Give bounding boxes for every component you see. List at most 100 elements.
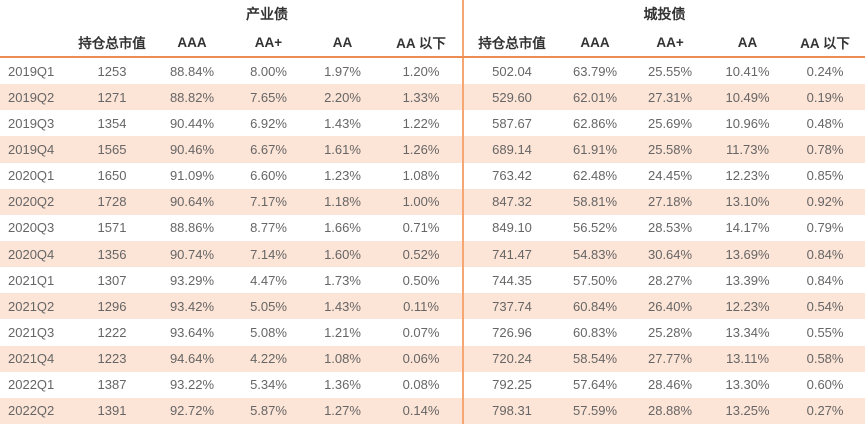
industrial-value-cell: 0.06% <box>380 345 464 372</box>
period-cell: 2021Q1 <box>8 272 55 288</box>
period-cell: 2021Q4 <box>0 345 72 372</box>
period-cell: 2020Q4 <box>0 240 72 268</box>
urban-value-cell: 0.84% <box>806 272 844 288</box>
industrial-value-cell: 0.08% <box>402 377 440 393</box>
urban-value-cell: 792.25 <box>462 371 561 398</box>
corner-cell <box>0 28 72 58</box>
period-cell: 2022Q1 <box>8 377 55 393</box>
industrial-value-cell: 1296 <box>72 293 152 320</box>
urban-value-cell: 28.46% <box>647 377 693 393</box>
table-row: 2021Q4 1223 94.64% 4.22% 1.08% 0.06% 720.24 58.… <box>0 345 865 372</box>
urban-value-cell: 14.17% <box>725 220 770 236</box>
urban-value-cell: 54.83% <box>560 240 631 268</box>
industrial-value-cell: 93.22% <box>169 377 215 393</box>
urban-value-cell: 28.88% <box>630 397 711 424</box>
period-cell: 2021Q2 <box>0 293 72 320</box>
urban-value-cell: 58.81% <box>560 188 631 215</box>
industrial-value-cell: 1.18% <box>305 188 380 215</box>
urban-value-cell: 63.79% <box>572 63 618 79</box>
urban-value-cell: 0.92% <box>785 188 865 215</box>
industrial-value-cell: 4.47% <box>250 272 287 288</box>
urban-value-cell: 0.24% <box>806 63 844 79</box>
col-header-industrial-aaa: AAA <box>152 28 232 58</box>
industrial-value-cell: 1387 <box>97 377 127 393</box>
table-row: 2019Q3 1354 90.44% 6.92% 1.43% 1.22% 587.67 62.… <box>0 110 865 137</box>
industrial-value-cell: 1728 <box>72 188 152 215</box>
industrial-value-cell: 6.60% <box>250 168 287 184</box>
urban-value-cell: 0.54% <box>785 293 865 320</box>
urban-value-cell: 0.78% <box>785 136 865 163</box>
industrial-value-cell: 1.66% <box>324 220 361 236</box>
urban-value-cell: 57.64% <box>572 377 618 393</box>
industrial-value-cell: 91.09% <box>169 168 215 184</box>
urban-value-cell: 13.25% <box>710 397 786 424</box>
industrial-value-cell: 90.64% <box>152 188 232 215</box>
urban-value-cell: 25.55% <box>647 63 693 79</box>
urban-value-cell: 26.40% <box>630 293 711 320</box>
industrial-value-cell: 6.67% <box>232 136 305 163</box>
industrial-value-cell: 0.52% <box>380 240 464 268</box>
urban-value-cell: 11.73% <box>710 136 786 163</box>
urban-value-cell: 62.86% <box>572 115 618 131</box>
industrial-value-cell: 1.08% <box>305 345 380 372</box>
industrial-value-cell: 1354 <box>97 115 127 131</box>
urban-value-cell: 720.24 <box>462 345 561 372</box>
industrial-value-cell: 8.77% <box>250 220 287 236</box>
industrial-value-cell: 93.42% <box>152 293 232 320</box>
urban-value-cell: 847.32 <box>462 188 561 215</box>
col-header-industrial-aa: AA <box>305 28 380 58</box>
urban-value-cell: 27.77% <box>630 345 711 372</box>
period-cell: 2021Q3 <box>8 324 55 340</box>
table-row: 2020Q1 1650 91.09% 6.60% 1.23% 1.08% 763.42 62.… <box>0 162 865 189</box>
industrial-value-cell: 93.29% <box>169 272 215 288</box>
industrial-value-cell: 93.64% <box>169 324 215 340</box>
industrial-value-cell: 1391 <box>72 397 152 424</box>
section-title-row: 产业债 城投债 <box>0 0 865 28</box>
table-row: 2021Q2 1296 93.42% 5.05% 1.43% 0.11% 737.74 60.… <box>0 293 865 320</box>
industrial-value-cell: 1.20% <box>402 63 440 79</box>
urban-value-cell: 27.18% <box>630 188 711 215</box>
col-header-urban-market-value: 持仓总市值 <box>462 28 561 58</box>
urban-value-cell: 798.31 <box>462 397 561 424</box>
industrial-value-cell: 2.20% <box>305 84 380 111</box>
industrial-value-cell: 5.08% <box>250 324 287 340</box>
urban-value-cell: 56.52% <box>572 220 618 236</box>
urban-value-cell: 24.45% <box>647 168 693 184</box>
urban-value-cell: 25.58% <box>630 136 711 163</box>
period-cell: 2019Q4 <box>0 136 72 163</box>
period-cell: 2020Q3 <box>8 220 55 236</box>
urban-value-cell: 741.47 <box>462 240 561 268</box>
urban-value-cell: 13.34% <box>725 324 770 340</box>
urban-value-cell: 12.23% <box>725 168 770 184</box>
col-header-industrial-below-aa: AA 以下 <box>380 28 464 58</box>
table-row: 2019Q2 1271 88.82% 7.65% 2.20% 1.33% 529.60 62.… <box>0 84 865 111</box>
industrial-value-cell: 0.71% <box>402 220 440 236</box>
column-header-row: 持仓总市值 AAA AA+ AA AA 以下 持仓总市值 AAA AA+ AA … <box>0 28 865 58</box>
urban-value-cell: 12.23% <box>710 293 786 320</box>
section-title-industrial: 产业债 <box>246 6 289 22</box>
period-cell: 2020Q2 <box>0 188 72 215</box>
industrial-value-cell: 0.14% <box>380 397 464 424</box>
industrial-value-cell: 1565 <box>72 136 152 163</box>
urban-value-cell: 60.83% <box>572 324 618 340</box>
urban-value-cell: 10.41% <box>725 63 770 79</box>
urban-value-cell: 13.69% <box>710 240 786 268</box>
urban-value-cell: 25.28% <box>647 324 693 340</box>
urban-value-cell: 529.60 <box>462 84 561 111</box>
table-row: 2019Q4 1565 90.46% 6.67% 1.61% 1.26% 689.14 61.… <box>0 136 865 163</box>
industrial-value-cell: 1.27% <box>305 397 380 424</box>
urban-value-cell: 0.55% <box>806 324 844 340</box>
period-cell: 2019Q3 <box>8 115 55 131</box>
urban-value-cell: 28.53% <box>647 220 693 236</box>
period-cell: 2020Q1 <box>8 168 55 184</box>
industrial-value-cell: 1.43% <box>305 293 380 320</box>
industrial-value-cell: 1.60% <box>305 240 380 268</box>
urban-value-cell: 60.84% <box>560 293 631 320</box>
industrial-value-cell: 1222 <box>97 324 127 340</box>
col-header-urban-aa: AA <box>710 28 786 58</box>
table-row: 2019Q1 1253 88.84% 8.00% 1.97% 1.20% 502.04 63.… <box>0 57 865 85</box>
industrial-value-cell: 1.73% <box>324 272 361 288</box>
urban-value-cell: 10.49% <box>710 84 786 111</box>
industrial-value-cell: 6.92% <box>250 115 287 131</box>
